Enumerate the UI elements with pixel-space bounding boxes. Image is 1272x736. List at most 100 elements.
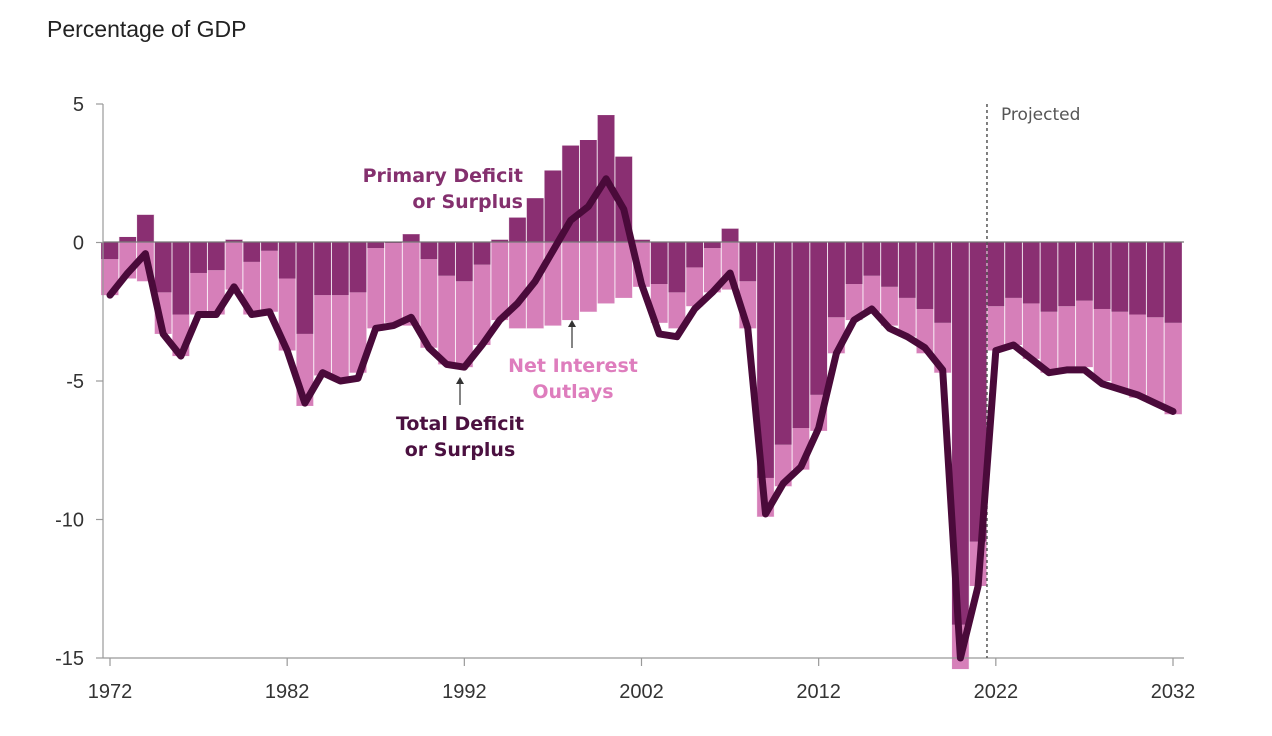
primary-bar-1974: [136, 214, 155, 243]
primary-bar-2003: [650, 242, 669, 285]
primary-bar-1996: [526, 198, 545, 243]
primary-bar-2012: [809, 242, 828, 395]
interest-bar-2000: [597, 242, 615, 304]
y-axis-title: Percentage of GDP: [47, 16, 246, 42]
interest-bar-1985: [331, 295, 350, 379]
primary-bar-1995: [508, 217, 527, 243]
annotation-total-arrowhead: [456, 377, 464, 384]
primary-bar-1983: [296, 242, 314, 334]
annotation-interest-line1: Net Interest: [508, 355, 638, 377]
interest-bar-2032: [1164, 322, 1182, 415]
projected-label: Projected: [1001, 105, 1080, 125]
primary-bar-1991: [437, 242, 456, 276]
interest-bar-1995: [508, 242, 527, 329]
annotation-total-line1: Total Deficit: [396, 413, 524, 435]
interest-bar-1990: [420, 259, 438, 348]
y-tick-label: 0: [73, 233, 84, 255]
primary-bar-2023: [1004, 242, 1023, 298]
interest-bar-2024: [1022, 303, 1041, 359]
bar-separators: [118, 115, 1165, 670]
primary-bar-2024: [1022, 242, 1041, 304]
primary-bar-2022: [986, 242, 1005, 307]
interest-bar-2014: [845, 284, 863, 321]
primary-bar-2026: [1057, 242, 1076, 307]
interest-bar-1977: [189, 272, 208, 315]
interest-bar-1986: [349, 292, 367, 373]
interest-bar-1998: [561, 242, 580, 321]
interest-bar-1979: [225, 242, 243, 290]
x-tick-label: 2032: [1151, 681, 1196, 703]
primary-bar-2029: [1110, 242, 1129, 312]
primary-bar-2021: [969, 242, 987, 542]
primary-bar-1981: [260, 242, 279, 251]
primary-bar-1992: [455, 242, 474, 282]
interest-bar-2017: [898, 297, 917, 337]
annotation-total-line2: or Surplus: [405, 439, 516, 461]
interest-bar-1988: [384, 242, 403, 323]
interest-bar-1993: [473, 264, 491, 345]
primary-bar-1972: [101, 242, 119, 260]
total-deficit-line: [106, 175, 1177, 662]
primary-bar-2014: [845, 242, 863, 285]
primary-bar-1976: [172, 242, 190, 315]
primary-bar-2007: [721, 228, 739, 243]
interest-bar-2023: [1004, 297, 1023, 345]
primary-bar-1982: [278, 242, 297, 279]
y-axis-ticks: 5 0 -5 -10 -15: [55, 94, 103, 670]
interest-bar-2005: [685, 267, 704, 307]
interest-bar-2004: [668, 292, 686, 329]
interest-bar-2001: [614, 242, 633, 298]
y-tick-label: 5: [73, 94, 84, 116]
y-tick-label: -15: [55, 648, 84, 670]
primary-bar-1999: [579, 140, 598, 243]
net-interest-bars: [101, 242, 1182, 670]
primary-bar-2019: [933, 242, 952, 323]
primary-bar-1987: [366, 242, 385, 249]
interest-bar-2029: [1110, 311, 1129, 390]
primary-bar-1986: [349, 242, 367, 293]
annotation-total: Total Deficit or Surplus: [396, 377, 524, 461]
x-tick-label: 2002: [619, 681, 664, 703]
primary-bar-2017: [898, 242, 917, 298]
interest-bar-2028: [1093, 308, 1111, 381]
primary-bar-2015: [862, 242, 881, 276]
interest-bar-1999: [579, 242, 598, 312]
x-tick-label: 2022: [974, 681, 1019, 703]
interest-bar-1981: [260, 250, 279, 312]
annotation-primary: Primary Deficit or Surplus: [363, 165, 523, 213]
primary-bar-2031: [1146, 242, 1165, 318]
primary-bar-1990: [420, 242, 438, 260]
interest-bar-2026: [1057, 306, 1076, 370]
interest-bar-2016: [880, 286, 899, 326]
interest-bar-2025: [1040, 311, 1058, 373]
annotation-primary-line2: or Surplus: [412, 191, 523, 213]
primary-bar-1994: [490, 239, 509, 243]
primary-bar-2010: [774, 242, 793, 445]
primary-bar-1997: [544, 170, 562, 243]
primary-bar-2011: [792, 242, 810, 429]
x-tick-label: 1972: [88, 681, 133, 703]
primary-bar-1978: [207, 242, 226, 271]
interest-bar-2022: [986, 306, 1005, 351]
primary-bar-2009: [756, 242, 775, 478]
primary-bar-2025: [1040, 242, 1058, 312]
interest-bar-2031: [1146, 317, 1165, 404]
x-axis-ticks: 1972 1982 1992 2002 2012 2022 2032: [88, 658, 1196, 703]
primary-bar-2030: [1128, 242, 1147, 315]
primary-bar-1984: [313, 242, 332, 296]
primary-bar-2028: [1093, 242, 1111, 309]
x-tick-label: 2012: [796, 681, 841, 703]
primary-bar-1988: [384, 242, 403, 243]
primary-bar-2002: [632, 239, 651, 243]
interest-bar-2015: [862, 275, 881, 312]
primary-bar-1977: [189, 242, 208, 273]
primary-bar-2008: [738, 242, 757, 282]
interest-bar-1987: [366, 248, 385, 329]
annotation-primary-line1: Primary Deficit: [363, 165, 523, 187]
primary-bar-2006: [703, 242, 722, 249]
primary-bar-1980: [242, 242, 261, 262]
interest-bar-1992: [455, 281, 474, 368]
interest-bar-1994: [490, 242, 509, 321]
annotation-interest: Net Interest Outlays: [508, 320, 638, 403]
primary-bar-1985: [331, 242, 350, 296]
